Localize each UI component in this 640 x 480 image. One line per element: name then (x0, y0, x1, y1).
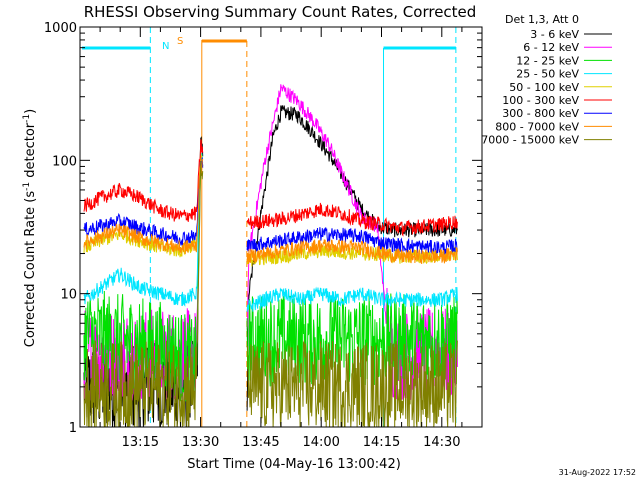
x-tick-label: 13:45 (242, 435, 279, 450)
legend-label-0: 3 - 6 keV (530, 28, 579, 41)
footer-date: 31-Aug-2022 17:52 (559, 468, 636, 477)
series-line-5 (83, 139, 458, 237)
y-label-sup-1: -1 (22, 182, 32, 191)
series-line-7 (83, 158, 458, 265)
x-axis-label: Start Time (04-May-16 13:00:42) (187, 457, 401, 472)
legend-label-7: 800 - 7000 keV (495, 120, 579, 133)
y-tick-label: 10 (60, 288, 77, 303)
y-tick-label: 100 (52, 154, 77, 169)
x-axis-ticks: 13:15 13:30 13:45 14:00 14:15 14:30 (79, 27, 483, 450)
y-tick-label: 1000 (44, 21, 77, 36)
legend-label-5: 100 - 300 keV (502, 94, 579, 107)
y-axis-ticks: 1 10 100 1000 (44, 21, 482, 436)
night-label-n: N (162, 41, 169, 52)
x-tick-label: 13:15 (122, 435, 159, 450)
legend-label-1: 6 - 12 keV (523, 41, 579, 54)
chart-title: RHESSI Observing Summary Count Rates, Co… (84, 3, 477, 21)
series-lines (83, 84, 458, 428)
x-tick-label: 14:15 (363, 435, 400, 450)
saa-markers (201, 39, 248, 427)
series-line-8 (83, 161, 458, 428)
legend-label-3: 25 - 50 keV (516, 68, 579, 81)
legend-label-4: 50 - 100 keV (509, 81, 579, 94)
legend-label-2: 12 - 25 keV (516, 54, 579, 67)
legend-label-6: 300 - 800 keV (502, 107, 579, 120)
y-label-part-2: detector (23, 122, 38, 182)
x-tick-label: 13:30 (182, 435, 219, 450)
y-axis-label: Corrected Count Rate (s-1 detector-1) (22, 109, 38, 347)
y-label-part-1: Corrected Count Rate (s (23, 191, 38, 348)
legend-label-8: 7000 - 15000 keV (481, 134, 579, 147)
legend-title: Det 1,3, Att 0 (505, 13, 579, 26)
x-tick-label: 14:00 (302, 435, 339, 450)
y-tick-label: 1 (69, 421, 77, 436)
y-label-part-3: ) (23, 109, 38, 114)
series-line-6 (83, 157, 458, 255)
y-label-sup-2: -1 (22, 114, 32, 123)
x-tick-label: 14:30 (423, 435, 460, 450)
saa-label-s: S (177, 36, 183, 47)
series-line-3 (83, 152, 458, 312)
